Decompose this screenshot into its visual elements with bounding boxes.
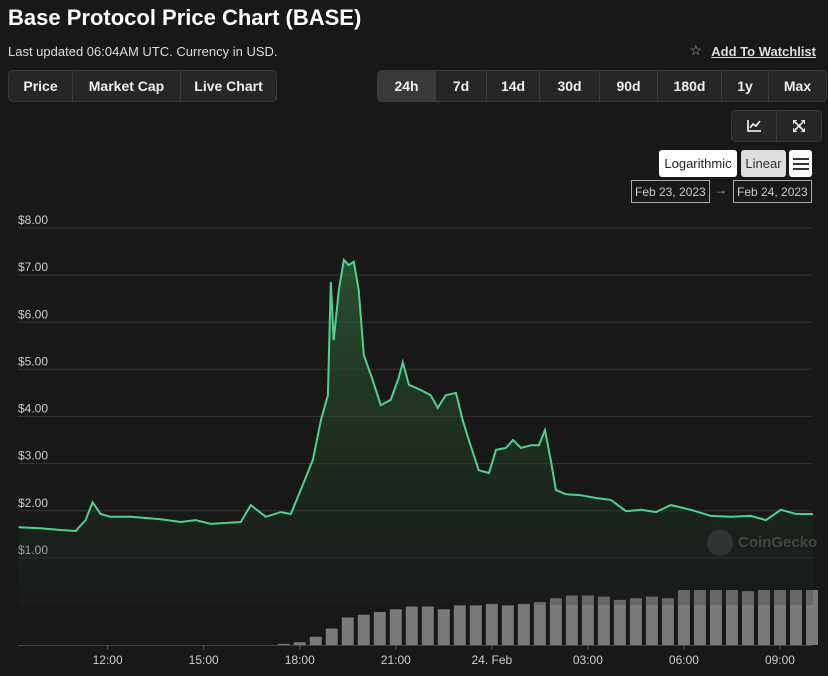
ranges-button[interactable]: 7d — [436, 71, 487, 101]
ranges-button[interactable]: 1y — [722, 71, 769, 101]
subtitle: Last updated 06:04AM UTC. Currency in US… — [8, 44, 278, 59]
ranges-button[interactable]: 30d — [540, 71, 600, 101]
ranges-button[interactable]: Max — [783, 78, 812, 94]
volume-bar — [405, 606, 418, 645]
ranges-button[interactable]: 180d — [658, 71, 722, 101]
line-icon[interactable] — [732, 111, 777, 141]
volume-bar — [277, 643, 290, 645]
menu-button[interactable] — [789, 150, 812, 177]
y-tick-label: $6.00 — [18, 307, 48, 321]
ranges-button[interactable]: 14d — [487, 71, 540, 101]
volume-bar — [437, 609, 450, 645]
watchlist-link[interactable]: Add To Watchlist — [711, 44, 816, 59]
range-group: 24h 7d 14d 30d 90d 180d 1y Max — [377, 70, 827, 102]
date-from[interactable]: Feb 23, 2023 — [631, 180, 710, 203]
x-tick-label: 12:00 — [93, 653, 123, 667]
volume-bar — [613, 599, 626, 645]
volume-bar — [485, 603, 498, 645]
volume-bar — [549, 598, 562, 645]
date-to[interactable]: Feb 24, 2023 — [733, 180, 812, 203]
y-tick-label: $2.00 — [18, 496, 48, 510]
x-tick-label: 06:00 — [669, 653, 699, 667]
tab-group: Price Market Cap Live Chart — [8, 70, 277, 102]
ranges-button[interactable]: 90d — [600, 71, 658, 101]
x-tick-label: 09:00 — [765, 653, 795, 667]
page-title: Base Protocol Price Chart (BASE) — [8, 5, 362, 30]
y-tick-label: $8.00 — [18, 213, 48, 227]
volume-bar — [597, 596, 610, 645]
volume-bar — [469, 605, 482, 645]
watermark: CoinGecko — [738, 534, 817, 551]
price-area — [18, 259, 814, 605]
y-tick-label: $5.00 — [18, 354, 48, 368]
price-line — [18, 257, 813, 533]
volume-bar — [533, 602, 546, 645]
volume-bar — [421, 606, 434, 645]
x-tick-label: 24. Feb — [471, 653, 512, 667]
volume-bar — [645, 596, 658, 645]
volume-bar — [293, 642, 306, 645]
watermark-logo — [707, 530, 733, 556]
volume-bar — [325, 628, 338, 645]
tabs-button[interactable]: Price — [9, 71, 73, 101]
tabs-button[interactable]: Market Cap — [73, 71, 181, 101]
volume-bar — [501, 605, 514, 645]
icon — [792, 157, 809, 170]
ranges-button[interactable]: 24h — [378, 71, 436, 101]
volume-bar — [341, 617, 354, 645]
x-tick-label: 21:00 — [381, 653, 411, 667]
volume-bar — [309, 636, 322, 645]
volume-bar — [453, 605, 466, 645]
volume-bar — [357, 614, 370, 645]
volume-bar — [661, 598, 674, 645]
y-tick-label: $3.00 — [18, 449, 48, 463]
y-tick-label: $4.00 — [18, 402, 48, 416]
icon-group — [731, 110, 822, 142]
volume-bar — [629, 598, 642, 645]
star-icon[interactable]: ☆ — [689, 42, 702, 58]
volume-bar — [517, 603, 530, 645]
date-arrow: → — [715, 183, 727, 197]
scale-button[interactable]: Logarithmic — [659, 150, 737, 177]
volume-bar — [565, 595, 578, 645]
x-tick-label: 15:00 — [189, 653, 219, 667]
icon — [747, 120, 761, 132]
volume-bar — [389, 609, 402, 645]
volume-bar — [373, 612, 386, 645]
x-tick-label: 03:00 — [573, 653, 603, 667]
y-tick-label: $7.00 — [18, 260, 48, 274]
tabs-button[interactable]: Live Chart — [194, 78, 263, 94]
volume-bar — [581, 595, 594, 645]
scale-button[interactable]: Linear — [741, 150, 786, 177]
x-tick-label: 18:00 — [285, 653, 315, 667]
